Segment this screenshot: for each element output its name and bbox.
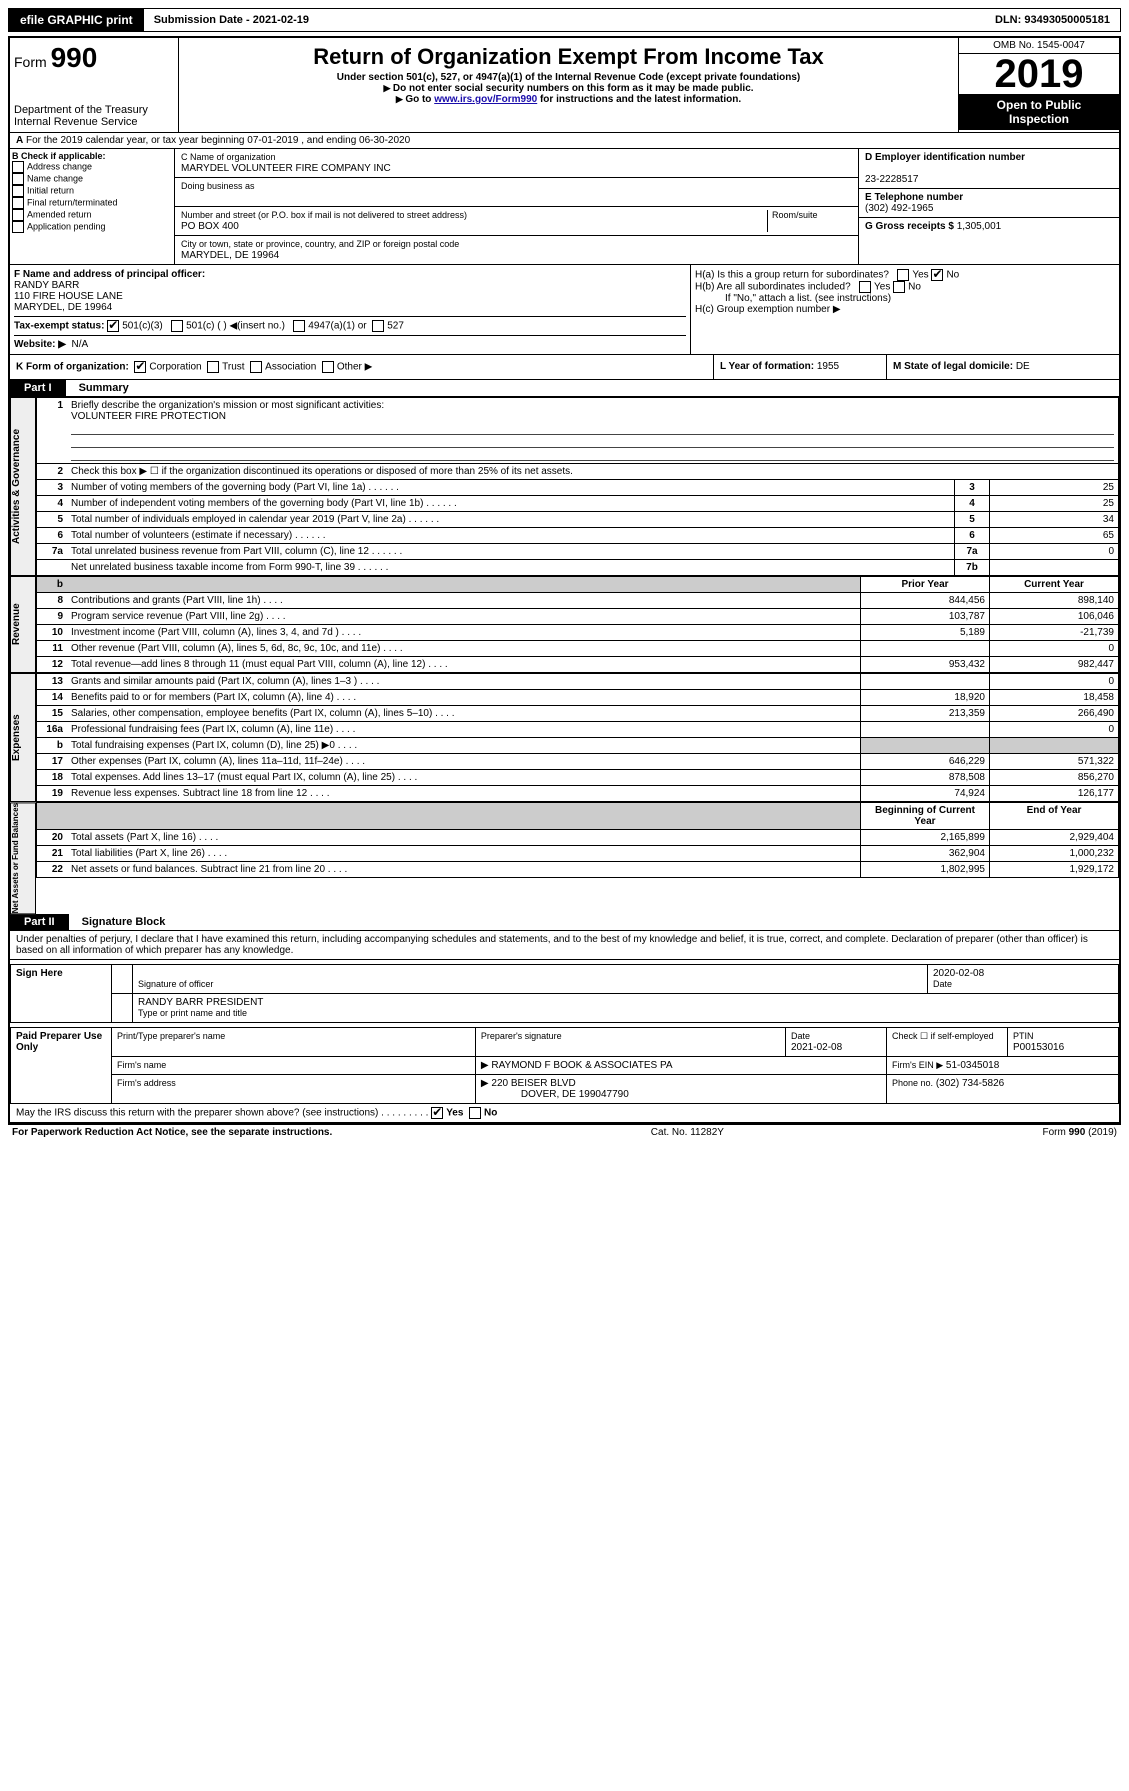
part1-header: Part I [10, 380, 66, 396]
side-expenses: Expenses [10, 673, 36, 802]
dln: DLN: 93493050005181 [985, 11, 1120, 29]
checkbox-item[interactable]: Initial return [12, 185, 172, 197]
efile-btn[interactable]: efile GRAPHIC print [9, 9, 144, 31]
revenue-block: bPrior YearCurrent Year 8Contributions a… [36, 576, 1119, 673]
part2-header: Part II [10, 914, 69, 930]
box-k: K Form of organization: Corporation Trus… [10, 355, 714, 379]
year-box: OMB No. 1545-0047 2019 Open to PublicIns… [958, 38, 1119, 132]
expenses-block: 13Grants and similar amounts paid (Part … [36, 673, 1119, 802]
governance-block: 1Briefly describe the organization's mis… [36, 397, 1119, 576]
netassets-block: Beginning of Current YearEnd of Year 20T… [36, 802, 1119, 878]
side-netassets: Net Assets or Fund Balances [10, 802, 36, 914]
perjury-declaration: Under penalties of perjury, I declare th… [10, 931, 1119, 960]
box-m: M State of legal domicile: DE [887, 355, 1119, 379]
footer: For Paperwork Reduction Act Notice, see … [8, 1124, 1121, 1140]
box-h: H(a) Is this a group return for subordin… [691, 265, 1119, 354]
discuss-row: May the IRS discuss this return with the… [10, 1104, 1119, 1122]
instructions-link[interactable]: www.irs.gov/Form990 [434, 94, 537, 105]
box-b: B Check if applicable: Address changeNam… [10, 149, 175, 264]
checkbox-item[interactable]: Name change [12, 173, 172, 185]
form-id-box: Form 990 Department of the Treasury Inte… [10, 38, 179, 132]
sign-here-block: Sign Here Signature of officer 2020-02-0… [10, 964, 1119, 1023]
row-a: A For the 2019 calendar year, or tax yea… [10, 133, 1119, 149]
checkbox-item[interactable]: Final return/terminated [12, 197, 172, 209]
box-l: L Year of formation: 1955 [714, 355, 887, 379]
checkbox-item[interactable]: Application pending [12, 221, 172, 233]
box-j: Website: ▶ N/A [14, 335, 686, 350]
side-revenue: Revenue [10, 576, 36, 673]
side-governance: Activities & Governance [10, 397, 36, 576]
box-i: Tax-exempt status: 501(c)(3) 501(c) ( ) … [14, 316, 686, 332]
checkbox-item[interactable]: Amended return [12, 209, 172, 221]
form-title: Return of Organization Exempt From Incom… [183, 44, 954, 70]
paid-preparer-block: Paid Preparer Use Only Print/Type prepar… [10, 1027, 1119, 1104]
box-c: C Name of organizationMARYDEL VOLUNTEER … [175, 149, 858, 264]
title-box: Return of Organization Exempt From Incom… [179, 38, 958, 132]
header-bar: efile GRAPHIC print Submission Date - 20… [8, 8, 1121, 32]
submission-date: Submission Date - 2021-02-19 [144, 11, 319, 29]
box-deg: D Employer identification number23-22285… [858, 149, 1119, 264]
checkbox-item[interactable]: Address change [12, 161, 172, 173]
box-f: F Name and address of principal officer:… [14, 269, 686, 313]
